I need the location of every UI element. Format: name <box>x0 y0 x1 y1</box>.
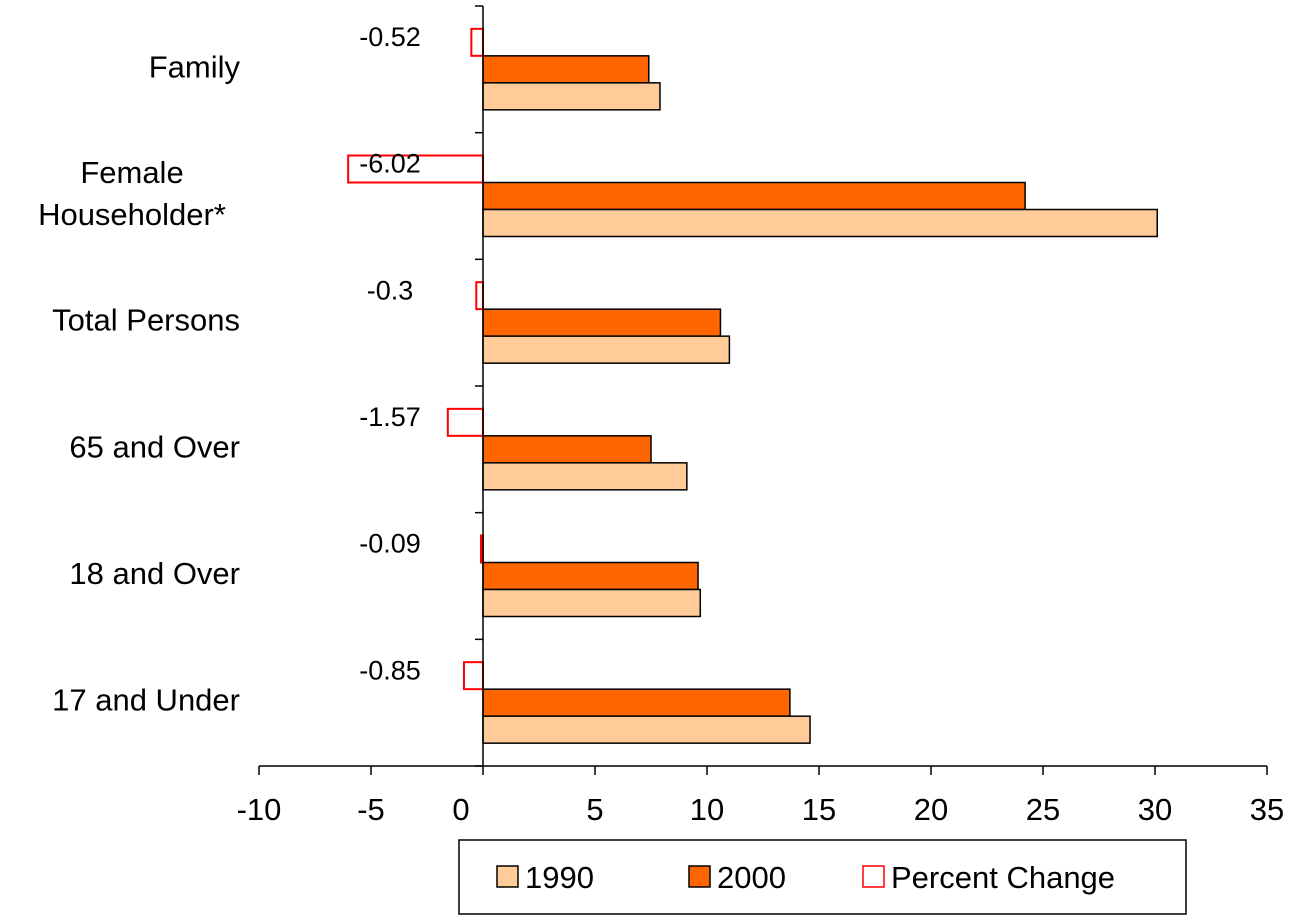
x-tick-label: 25 <box>1026 792 1060 827</box>
category-label-line: Householder* <box>38 197 226 232</box>
data-label-percent-change: -0.85 <box>359 655 421 685</box>
x-tick-label: 30 <box>1138 792 1172 827</box>
x-tick-label: 5 <box>586 792 603 827</box>
x-tick-label: 10 <box>690 792 724 827</box>
x-tick-label: 15 <box>802 792 836 827</box>
bars-layer <box>347 27 1158 744</box>
data-label-percent-change: -6.02 <box>359 149 421 179</box>
legend-label: Percent Change <box>891 860 1115 895</box>
bar-1990-6 <box>482 715 811 744</box>
bar-percent-change-4 <box>446 407 484 437</box>
category-label: 65 and Over <box>69 429 240 464</box>
axes-layer <box>258 5 1268 775</box>
x-tick-label: 20 <box>914 792 948 827</box>
bar-2000-6 <box>482 688 791 717</box>
category-label: Female Householder* <box>38 155 226 232</box>
category-label-line: Female <box>80 155 183 190</box>
category-label-line: Family <box>149 49 241 84</box>
x-tick-label: 35 <box>1250 792 1284 827</box>
bar-percent-change-3 <box>475 281 484 311</box>
legend-swatch-1990 <box>496 865 519 888</box>
legend-swatch-2000 <box>688 865 711 888</box>
data-labels: -0.52 -6.02 -0.3 -1.57 -0.09 -0.85 <box>359 22 421 685</box>
x-tick-label: 0 <box>452 792 469 827</box>
bar-2000-5 <box>482 561 699 591</box>
x-tick-label: -5 <box>357 792 385 827</box>
legend-label: 1990 <box>525 860 594 895</box>
data-label-percent-change: -0.09 <box>359 529 421 559</box>
legend-swatch-percent-change <box>862 865 885 888</box>
bar-1990-3 <box>482 335 731 364</box>
x-tick-label: -10 <box>237 792 282 827</box>
bar-2000-1 <box>482 55 650 84</box>
category-labels: Family Female Householder* Total Persons 65 … <box>38 49 240 717</box>
bar-2000-2 <box>482 181 1026 211</box>
data-label-percent-change: -1.57 <box>359 402 421 432</box>
bar-2000-4 <box>482 435 652 464</box>
bar-1990-1 <box>482 82 661 111</box>
x-tick-labels: -10 -5 0 5 10 15 20 25 30 35 <box>237 792 1285 827</box>
category-label: 18 and Over <box>69 556 240 591</box>
legend: 1990 2000 Percent Change <box>458 839 1187 915</box>
bar-percent-change-1 <box>470 27 484 57</box>
bar-1990-2 <box>482 208 1158 238</box>
category-label: Family <box>149 49 241 84</box>
legend-label: 2000 <box>717 860 786 895</box>
data-label-percent-change: -0.3 <box>367 275 414 305</box>
bar-1990-5 <box>482 588 702 618</box>
legend-box <box>458 839 1187 915</box>
category-label-line: Total Persons <box>52 303 240 338</box>
category-label-line: 17 and Under <box>52 683 240 718</box>
bar-2000-3 <box>482 308 722 337</box>
category-label-line: 18 and Over <box>69 556 240 591</box>
bar-1990-4 <box>482 462 688 491</box>
category-label: 17 and Under <box>52 683 240 718</box>
category-label-line: 65 and Over <box>69 429 240 464</box>
data-label-percent-change: -0.52 <box>359 22 421 52</box>
category-label: Total Persons <box>52 303 240 338</box>
bar-percent-change-6 <box>462 661 484 691</box>
